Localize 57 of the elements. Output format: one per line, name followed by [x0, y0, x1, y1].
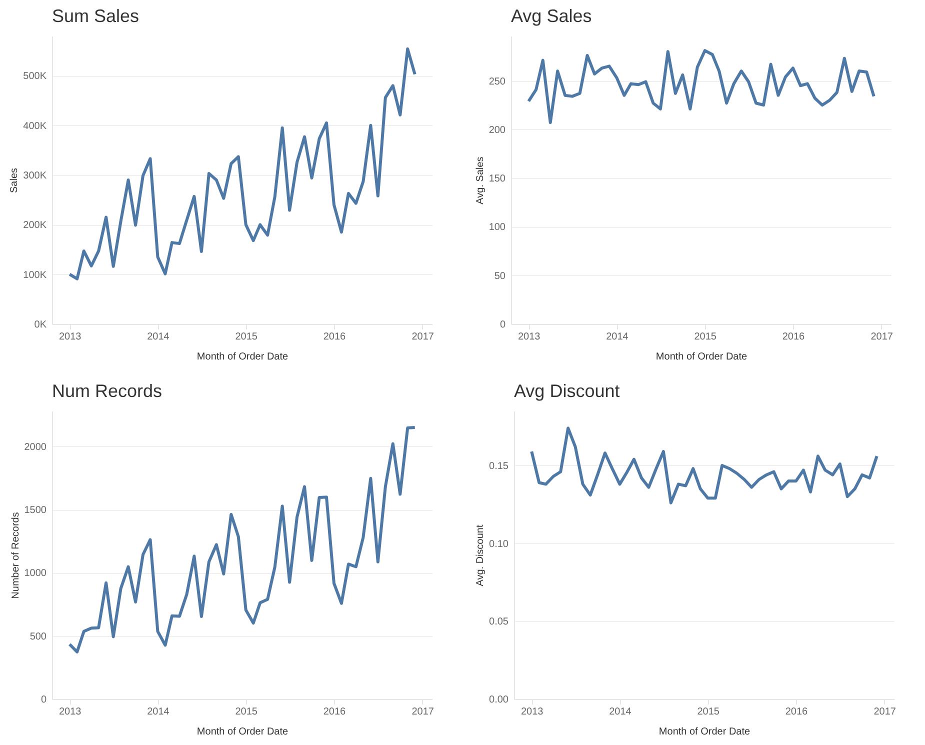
x-tick-label: 2016	[785, 706, 808, 718]
y-tick-label: 200	[488, 124, 506, 136]
x-axis-title: Month of Order Date	[196, 352, 289, 362]
chart-title: Num Records	[52, 381, 162, 401]
y-axis-title: Sales	[9, 168, 20, 194]
x-tick-label: 2014	[606, 332, 629, 342]
y-tick-label: 50	[494, 270, 506, 282]
chart-title: Avg Discount	[514, 381, 620, 401]
x-tick-label: 2016	[323, 706, 346, 718]
x-tick-label: 2017	[874, 706, 896, 718]
y-tick-label: 500	[30, 631, 47, 642]
y-tick-label: 2000	[24, 442, 47, 453]
x-axis-title: Month of Order Date	[196, 726, 289, 738]
y-tick-label: 1000	[24, 568, 47, 580]
x-tick-label: 2017	[412, 332, 434, 342]
y-tick-label: 100K	[23, 270, 47, 281]
x-tick-label: 2015	[235, 706, 258, 718]
y-tick-label: 150	[488, 174, 506, 185]
y-tick-label: 0	[40, 694, 47, 706]
y-axis-title: Number of Records	[10, 512, 22, 599]
x-tick-label: 2016	[323, 332, 346, 342]
x-axis-title: Month of Order Date	[658, 726, 751, 738]
y-tick-label: 400K	[23, 120, 47, 132]
line-series	[68, 47, 416, 280]
y-tick-label: 500K	[23, 71, 47, 82]
x-tick-label: 2013	[59, 706, 82, 718]
x-tick-label: 2017	[870, 332, 894, 342]
chart-title: Sum Sales	[52, 6, 140, 26]
line-series	[527, 49, 876, 124]
x-tick-label: 2013	[518, 332, 541, 342]
y-tick-label: 300K	[23, 170, 47, 182]
y-axis-title: Avg. Discount	[475, 524, 486, 586]
x-tick-label: 2015	[694, 332, 717, 342]
y-tick-label: 0.10	[489, 538, 509, 550]
line-series	[530, 426, 878, 504]
line-series	[68, 426, 416, 654]
x-tick-label: 2013	[521, 706, 544, 718]
y-tick-label: 0.00	[489, 694, 509, 706]
y-tick-label: 0.05	[489, 616, 509, 628]
x-tick-label: 2015	[235, 332, 258, 342]
y-tick-label: 250	[488, 76, 506, 88]
x-tick-label: 2017	[412, 706, 434, 718]
y-tick-label: 100	[488, 222, 506, 234]
chart-title: Avg Sales	[511, 6, 592, 26]
x-tick-label: 2016	[782, 332, 806, 342]
x-tick-label: 2014	[147, 706, 170, 718]
x-tick-label: 2013	[59, 332, 82, 342]
y-axis-title: Avg. Sales	[474, 156, 486, 204]
x-axis-title: Month of Order Date	[656, 352, 748, 362]
x-tick-label: 2014	[609, 706, 632, 718]
y-tick-label: 0K	[34, 320, 47, 330]
y-tick-label: 200K	[23, 220, 47, 232]
y-tick-label: 1500	[24, 505, 47, 516]
x-tick-label: 2014	[147, 332, 170, 342]
y-tick-label: 0	[500, 320, 506, 330]
x-tick-label: 2015	[697, 706, 720, 718]
y-tick-label: 0.15	[489, 460, 509, 472]
